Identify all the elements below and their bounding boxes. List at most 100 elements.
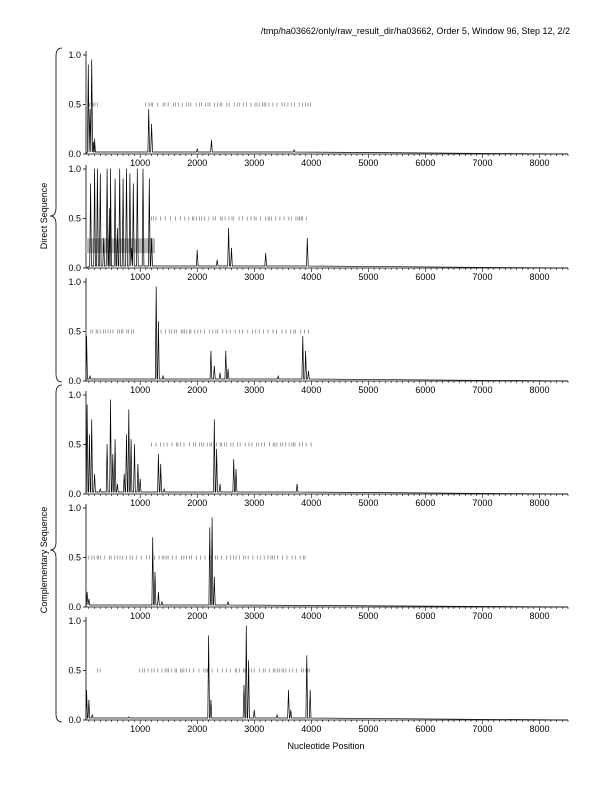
x-tick-label: 3000 xyxy=(244,385,264,395)
x-tick-label: 2000 xyxy=(187,724,207,734)
y-tick-label: 0.0 xyxy=(68,602,81,612)
x-tick-label: 5000 xyxy=(358,611,378,621)
y-tick-label: 0.0 xyxy=(68,149,81,159)
peak-point xyxy=(94,473,95,475)
profile-line xyxy=(85,517,569,608)
peak-point xyxy=(161,601,163,603)
panel-5: 0.0 0.5 1.0 1000 2000 3000 4000 5000 6000 7000 800… xyxy=(68,503,569,621)
x-tick-label: 4000 xyxy=(301,272,321,282)
peak-point xyxy=(151,123,152,125)
peak-point xyxy=(155,286,157,288)
peak-point xyxy=(136,168,138,170)
peak-point xyxy=(114,178,116,180)
peak-point xyxy=(293,149,295,151)
x-tick-label: 5000 xyxy=(358,724,378,734)
y-tick-label: 0.5 xyxy=(68,553,81,563)
peak-point xyxy=(131,247,133,249)
peak-point xyxy=(97,168,98,170)
peak-point xyxy=(213,365,215,367)
x-tick-label: 1000 xyxy=(130,272,150,282)
peak-point xyxy=(86,689,87,691)
peak-point xyxy=(265,252,267,254)
x-tick-label: 2000 xyxy=(187,611,207,621)
peak-point xyxy=(128,716,130,718)
x-tick-label: 1000 xyxy=(130,158,150,168)
y-tick-label: 1.0 xyxy=(68,503,81,513)
peak-point xyxy=(231,247,232,249)
peak-point xyxy=(211,139,212,141)
peak-point xyxy=(132,183,134,185)
y-tick-label: 1.0 xyxy=(68,390,81,400)
peak-point xyxy=(158,321,159,322)
x-tick-label: 6000 xyxy=(415,724,435,734)
peak-point xyxy=(210,350,212,352)
peak-point xyxy=(126,168,127,170)
peak-point xyxy=(154,571,156,573)
x-tick-label: 2000 xyxy=(187,498,207,508)
peak-point xyxy=(309,689,311,691)
direct-group-brace xyxy=(49,47,63,383)
y-tick-label: 1.0 xyxy=(68,277,81,287)
peak-point xyxy=(160,463,162,465)
x-tick-label: 8000 xyxy=(529,611,549,621)
peak-point xyxy=(248,660,249,661)
y-tick-label: 0.5 xyxy=(68,666,81,676)
x-tick-label: 5000 xyxy=(358,498,378,508)
peak-point xyxy=(86,404,88,406)
peak-point xyxy=(216,259,218,261)
x-tick-label: 7000 xyxy=(472,498,492,508)
peak-point xyxy=(253,709,255,711)
y-tick-label: 0.5 xyxy=(68,214,81,224)
peak-point xyxy=(134,444,135,445)
peak-point xyxy=(119,168,121,170)
peak-point xyxy=(305,350,307,352)
peak-point xyxy=(93,141,94,143)
x-tick-label: 4000 xyxy=(301,611,321,621)
peak-point xyxy=(106,444,108,445)
x-tick-label: 4000 xyxy=(301,385,321,395)
x-tick-label: 7000 xyxy=(472,272,492,282)
x-tick-label: 2000 xyxy=(187,385,207,395)
peak-point xyxy=(129,173,131,175)
x-tick-label: 3000 xyxy=(244,498,264,508)
peak-point xyxy=(225,350,227,352)
x-tick-label: 6000 xyxy=(415,272,435,282)
peak-point xyxy=(288,689,289,691)
peak-point xyxy=(245,625,247,627)
peak-point xyxy=(296,483,298,485)
panels-group: 0.0 0.5 1.0 1000 2000 3000 4000 5000 6000 7000 800… xyxy=(68,50,569,734)
peak-point xyxy=(213,419,215,421)
peak-point xyxy=(196,148,198,150)
profile-line xyxy=(85,625,569,721)
peak-point xyxy=(88,699,90,701)
profile-line xyxy=(85,59,569,155)
complementary-group-brace xyxy=(49,384,63,723)
panel-3: 0.0 0.5 1.0 1000 2000 3000 4000 5000 6000 7000 800… xyxy=(68,277,569,395)
peak-point xyxy=(110,399,111,401)
x-tick-label: 3000 xyxy=(244,611,264,621)
x-tick-label: 4000 xyxy=(301,498,321,508)
peak-point xyxy=(228,228,230,229)
peak-point xyxy=(243,684,245,686)
y-tick-label: 0.0 xyxy=(68,489,81,499)
y-tick-label: 0.0 xyxy=(68,376,81,386)
panel-1: 0.0 0.5 1.0 1000 2000 3000 4000 5000 6000 7000 800… xyxy=(68,50,569,168)
panel-4: 0.0 0.5 1.0 1000 2000 3000 4000 5000 6000 7000 800… xyxy=(68,390,569,508)
peak-point xyxy=(128,409,130,411)
peak-point xyxy=(99,173,101,175)
x-tick-label: 7000 xyxy=(472,385,492,395)
peak-point xyxy=(122,178,124,180)
y-tick-label: 0.5 xyxy=(68,440,81,450)
x-tick-label: 5000 xyxy=(358,272,378,282)
peak-point xyxy=(90,183,91,185)
profile-line xyxy=(85,399,569,495)
peak-point xyxy=(151,237,152,239)
x-tick-label: 7000 xyxy=(472,724,492,734)
x-tick-label: 8000 xyxy=(529,498,549,508)
peak-point xyxy=(227,601,229,603)
x-tick-label: 8000 xyxy=(529,272,549,282)
peak-point xyxy=(91,419,93,421)
peak-point xyxy=(306,237,308,239)
peak-point xyxy=(86,336,87,337)
